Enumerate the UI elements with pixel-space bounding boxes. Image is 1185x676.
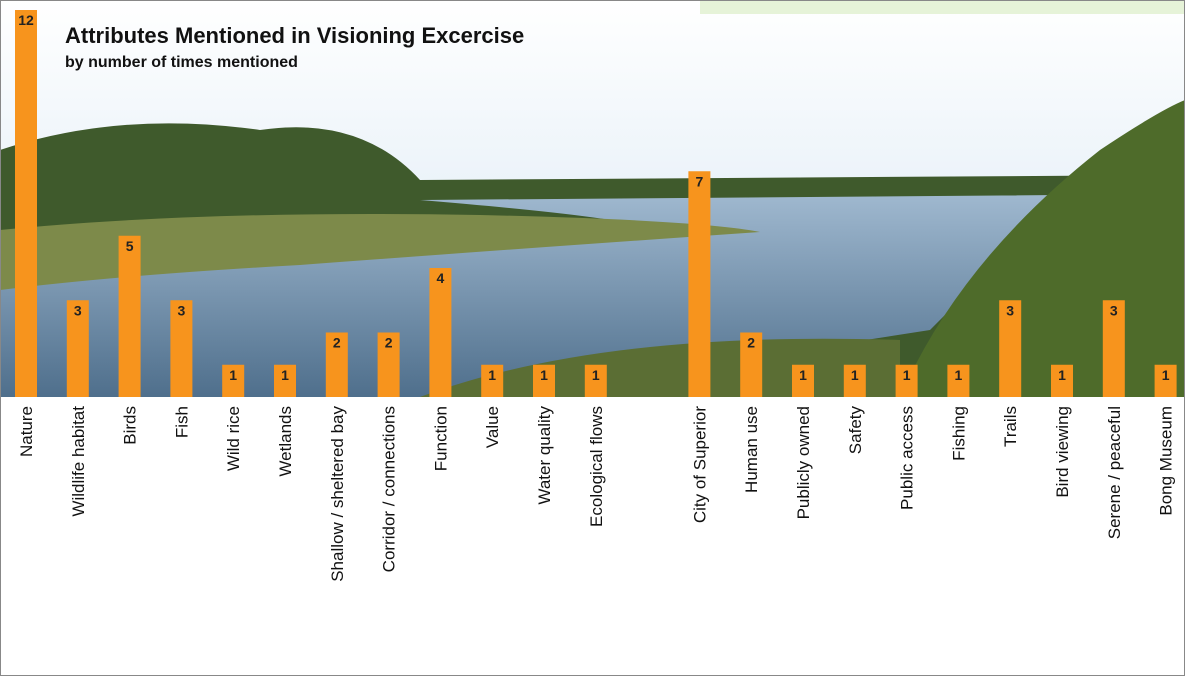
value-label: 3 [74,302,82,318]
x-tick-label: Water quality [535,406,554,505]
x-tick-label: Wildlife habitat [69,406,88,517]
x-tick-label: Trails [1001,406,1020,447]
x-tick-label: Shallow / sheltered bay [328,406,347,582]
x-tick-label: Value [483,406,502,448]
bar [688,171,710,397]
value-label: 1 [799,367,807,383]
x-tick-label: Bong Museum [1157,406,1176,516]
value-label: 2 [385,335,393,351]
x-tick-label: Public access [898,406,917,510]
x-tick-label: Ecological flows [587,406,606,527]
x-tick-label: Publicly owned [794,406,813,519]
x-tick-label: Function [431,406,450,471]
bar [119,236,141,397]
x-tick-label: Human use [742,406,761,493]
value-label: 1 [540,367,548,383]
x-tick-label: Fish [172,406,191,438]
value-label: 1 [229,367,237,383]
chart: Attributes Mentioned in Visioning Excerc… [0,0,1185,676]
x-tick-label: Wild rice [224,406,243,471]
value-label: 3 [178,302,186,318]
x-tick-label: Serene / peaceful [1105,406,1124,539]
value-label: 3 [1110,302,1118,318]
bar [15,10,37,397]
x-tick-label: Fishing [949,406,968,461]
value-label: 1 [281,367,289,383]
chart-title: Attributes Mentioned in Visioning Excerc… [65,23,524,48]
x-tick-label: Bird viewing [1053,406,1072,498]
value-label: 1 [955,367,963,383]
value-label: 1 [1058,367,1066,383]
value-label: 1 [903,367,911,383]
value-label: 2 [747,335,755,351]
value-label: 5 [126,238,134,254]
value-label: 2 [333,335,341,351]
value-label: 7 [696,173,704,189]
value-label: 4 [437,270,445,286]
bar [429,268,451,397]
value-label: 1 [488,367,496,383]
value-label: 1 [592,367,600,383]
value-label: 1 [851,367,859,383]
top-strip [700,0,1185,14]
x-tick-label: Birds [121,406,140,445]
value-label: 3 [1006,302,1014,318]
x-tick-label: Wetlands [276,406,295,477]
chart-subtitle: by number of times mentioned [65,54,298,71]
value-label: 12 [18,12,34,28]
x-tick-label: Corridor / connections [380,406,399,572]
x-tick-label: Safety [846,406,865,455]
x-tick-label: City of Superior [690,406,709,523]
value-label: 1 [1162,367,1170,383]
x-tick-label: Nature [17,406,36,457]
